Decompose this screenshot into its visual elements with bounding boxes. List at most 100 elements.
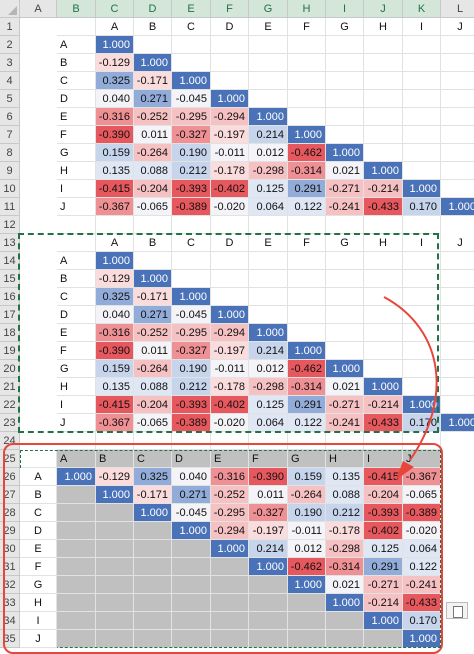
matrix1-empty-cell[interactable]	[326, 108, 364, 126]
matrix1-coef-cell[interactable]: -0.129	[96, 54, 134, 72]
matrix1-empty-cell[interactable]	[288, 54, 326, 72]
matrix2-row-label[interactable]: I	[57, 396, 96, 414]
matrix1-coef-cell[interactable]: -0.020	[211, 198, 249, 216]
matrix2-empty-cell[interactable]	[288, 252, 326, 270]
matrix3-empty-cell[interactable]	[326, 630, 364, 648]
matrix1-col-label[interactable]: E	[249, 18, 288, 36]
matrix3-empty-cell[interactable]	[134, 630, 172, 648]
matrix2-empty-cell[interactable]	[441, 288, 474, 306]
matrix2-coef-cell[interactable]: -0.252	[134, 324, 172, 342]
empty-cell[interactable]	[364, 216, 403, 234]
row-header-26[interactable]: 26	[0, 468, 20, 486]
matrix3-empty-cell[interactable]	[134, 540, 172, 558]
row-header-19[interactable]: 19	[0, 342, 20, 360]
matrix3-row-label[interactable]: C	[20, 504, 57, 522]
matrix3-col-label[interactable]: E	[211, 450, 249, 468]
matrix3-coef-cell[interactable]: 0.064	[403, 540, 441, 558]
row-header-2[interactable]: 2	[0, 36, 20, 54]
matrix3-empty-cell[interactable]	[172, 630, 211, 648]
matrix3-coef-cell[interactable]: -0.402	[364, 522, 403, 540]
matrix2-coef-cell[interactable]: -0.402	[211, 396, 249, 414]
matrix3-coef-cell[interactable]: -0.316	[211, 468, 249, 486]
matrix2-row-label[interactable]: E	[57, 324, 96, 342]
matrix1-coef-cell[interactable]: -0.462	[288, 144, 326, 162]
matrix1-coef-cell[interactable]: -0.314	[288, 162, 326, 180]
matrix2-coef-cell[interactable]: -0.204	[134, 396, 172, 414]
matrix3-coef-cell[interactable]: 1.000	[403, 630, 441, 648]
matrix2-coef-cell[interactable]: 1.000	[288, 342, 326, 360]
matrix2-coef-cell[interactable]: 0.325	[96, 288, 134, 306]
matrix3-empty-cell[interactable]	[211, 612, 249, 630]
matrix3-empty-cell[interactable]	[172, 576, 211, 594]
matrix3-coef-cell[interactable]: -0.433	[403, 594, 441, 612]
matrix3-header-blank[interactable]	[20, 450, 57, 468]
row-header-25[interactable]: 25	[0, 450, 20, 468]
matrix1-empty-cell[interactable]	[249, 36, 288, 54]
matrix2-coef-cell[interactable]: 1.000	[96, 252, 134, 270]
matrix3-coef-cell[interactable]: -0.204	[364, 486, 403, 504]
matrix2-empty-cell[interactable]	[172, 270, 211, 288]
matrix3-col-label[interactable]: G	[288, 450, 326, 468]
matrix1-empty-cell[interactable]	[326, 72, 364, 90]
matrix1-empty-cell[interactable]	[288, 108, 326, 126]
matrix1-empty-cell[interactable]	[288, 72, 326, 90]
matrix1-empty-cell[interactable]	[403, 126, 441, 144]
matrix1-coef-cell[interactable]: -0.402	[211, 180, 249, 198]
matrix3-coef-cell[interactable]: 0.125	[364, 540, 403, 558]
matrix2-empty-cell[interactable]	[364, 306, 403, 324]
matrix1-empty-cell[interactable]	[249, 90, 288, 108]
matrix1-empty-cell[interactable]	[211, 54, 249, 72]
matrix1-coef-cell[interactable]: 0.212	[172, 162, 211, 180]
matrix1-coef-cell[interactable]: -0.065	[134, 198, 172, 216]
matrix1-empty-cell[interactable]	[172, 36, 211, 54]
matrix3-row-label[interactable]: F	[20, 558, 57, 576]
matrix2-empty-cell[interactable]	[211, 252, 249, 270]
matrix1-coef-cell[interactable]: 0.159	[96, 144, 134, 162]
matrix3-col-label[interactable]: C	[134, 450, 172, 468]
matrix3-coef-cell[interactable]: 0.021	[326, 576, 364, 594]
matrix1-coef-cell[interactable]: -0.011	[211, 144, 249, 162]
matrix1-empty-cell[interactable]	[364, 90, 403, 108]
matrix1-coef-cell[interactable]: -0.367	[96, 198, 134, 216]
matrix3-empty-cell[interactable]	[134, 522, 172, 540]
empty-cell[interactable]	[326, 216, 364, 234]
matrix1-col-label[interactable]: F	[288, 18, 326, 36]
matrix1-coef-cell[interactable]: 0.021	[326, 162, 364, 180]
matrix1-empty-cell[interactable]	[403, 36, 441, 54]
matrix1-empty-cell[interactable]	[288, 90, 326, 108]
row-header-3[interactable]: 3	[0, 54, 20, 72]
matrix2-coef-cell[interactable]: 1.000	[172, 288, 211, 306]
matrix1-empty-cell[interactable]	[441, 162, 474, 180]
matrix3-empty-cell[interactable]	[96, 558, 134, 576]
matrix3-coef-cell[interactable]: 1.000	[96, 486, 134, 504]
matrix1-coef-cell[interactable]: -0.316	[96, 108, 134, 126]
matrix2-coef-cell[interactable]: 0.212	[172, 378, 211, 396]
matrix3-empty-cell[interactable]	[134, 576, 172, 594]
matrix2-coef-cell[interactable]: 0.214	[249, 342, 288, 360]
matrix2-empty-cell[interactable]	[326, 324, 364, 342]
matrix1-empty-cell[interactable]	[134, 36, 172, 54]
matrix2-coef-cell[interactable]: -0.045	[172, 306, 211, 324]
matrix1-empty-cell[interactable]	[441, 72, 474, 90]
empty-cell[interactable]	[211, 432, 249, 450]
row-header-29[interactable]: 29	[0, 522, 20, 540]
matrix1-coef-cell[interactable]: 1.000	[134, 54, 172, 72]
matrix3-empty-cell[interactable]	[249, 612, 288, 630]
matrix1-row-label[interactable]: H	[57, 162, 96, 180]
matrix2-empty-cell[interactable]	[249, 306, 288, 324]
matrix3-coef-cell[interactable]: -0.389	[403, 504, 441, 522]
matrix3-empty-cell[interactable]	[134, 558, 172, 576]
matrix3-empty-cell[interactable]	[57, 486, 96, 504]
matrix2-coef-cell[interactable]: 0.190	[172, 360, 211, 378]
row-header-17[interactable]: 17	[0, 306, 20, 324]
row-header-7[interactable]: 7	[0, 126, 20, 144]
matrix3-empty-cell[interactable]	[57, 540, 96, 558]
matrix3-coef-cell[interactable]: 0.011	[249, 486, 288, 504]
matrix2-empty-cell[interactable]	[364, 252, 403, 270]
matrix3-coef-cell[interactable]: 0.170	[403, 612, 441, 630]
matrix1-coef-cell[interactable]: 1.000	[249, 108, 288, 126]
matrix3-coef-cell[interactable]: -0.367	[403, 468, 441, 486]
empty-cell[interactable]	[134, 216, 172, 234]
matrix2-coef-cell[interactable]: 0.088	[134, 378, 172, 396]
matrix1-coef-cell[interactable]: -0.390	[96, 126, 134, 144]
